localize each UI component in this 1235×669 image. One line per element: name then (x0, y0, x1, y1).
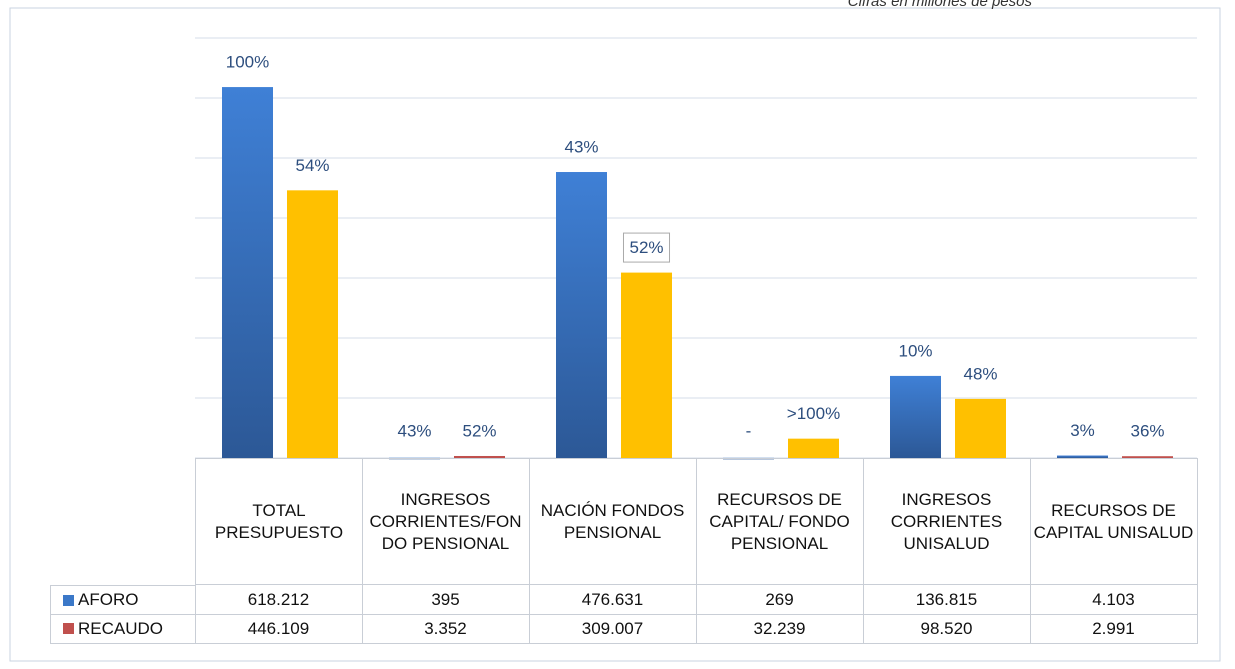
legend-key (63, 594, 74, 606)
bar (454, 455, 505, 458)
data-label: 10% (898, 341, 932, 360)
table-value: 269 (696, 585, 864, 615)
table-value: 32.239 (696, 614, 864, 644)
data-label: 43% (397, 421, 431, 440)
data-label: 54% (295, 156, 329, 175)
category-cell: RECURSOS DE CAPITAL/ FONDO PENSIONAL (696, 458, 864, 585)
bar (955, 398, 1006, 458)
category-cell: INGRESOS CORRIENTES/FONDO PENSIONAL (362, 458, 530, 585)
data-label: 3% (1070, 421, 1095, 440)
frame (9, 7, 1221, 662)
bar (1057, 455, 1108, 458)
data-label: 52% (629, 238, 663, 257)
table-value: 618.212 (195, 585, 363, 615)
bar (621, 272, 672, 458)
table-value: 136.815 (863, 585, 1031, 615)
table-value: 3.352 (362, 614, 530, 644)
table-value: 395 (362, 585, 530, 615)
bar (222, 87, 273, 458)
subtitle: Cifras en millones de pesos (848, 0, 1033, 10)
data-label: - (746, 421, 752, 440)
legend-label: RECAUDO (78, 618, 164, 638)
bar (556, 172, 607, 458)
table-value: 446.109 (195, 614, 363, 644)
table-value: 309.007 (529, 614, 697, 644)
bar (1122, 456, 1173, 458)
table-value: 4.103 (1030, 585, 1198, 615)
bar (890, 375, 941, 458)
label-box (622, 232, 671, 263)
bar (287, 190, 338, 458)
category-cell: RECURSOS DE CAPITAL UNISALUD (1030, 458, 1198, 585)
bar (788, 438, 839, 458)
data-label: 43% (564, 138, 598, 157)
table-value: 2.991 (1030, 614, 1198, 644)
data-label: 36% (1130, 421, 1164, 440)
data-label: >100% (787, 404, 840, 423)
table-value: 98.520 (863, 614, 1031, 644)
legend-key (63, 623, 74, 634)
legend-entry: AFORO (50, 585, 196, 615)
category-cell: NACIÓN FONDOS PENSIONAL (529, 458, 697, 585)
data-label: 48% (963, 364, 997, 383)
data-label: 100% (226, 53, 269, 72)
legend-entry: RECAUDO (50, 614, 196, 644)
category-cell: TOTAL PRESUPUESTO (195, 458, 363, 585)
data-label: 52% (462, 421, 496, 440)
legend-label: AFORO (78, 590, 139, 609)
table-value: 476.631 (529, 585, 697, 615)
category-cell: INGRESOS CORRIENTES UNISALUD (863, 458, 1031, 585)
